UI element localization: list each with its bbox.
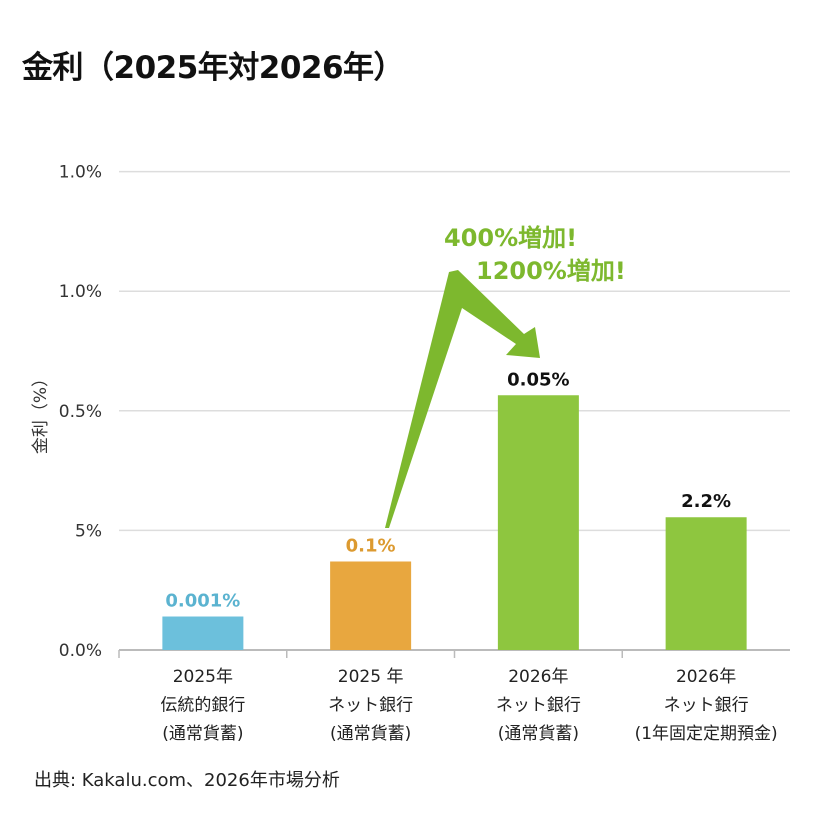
annotation: 400%増加! [444, 224, 577, 252]
bar [497, 395, 579, 650]
x-tick-label: (通常貨蓄) [162, 724, 243, 744]
data-label: 0.05% [507, 369, 569, 390]
y-tick-label: 0.0% [59, 641, 102, 661]
y-tick-label: 0.5% [59, 402, 102, 422]
x-tick-label: (1年固定定期預金) [635, 724, 778, 744]
bar [330, 561, 412, 650]
x-tick-label: ネット銀行 [328, 696, 413, 716]
bar [665, 517, 747, 650]
chart-title: 金利（2025年対2026年） [22, 50, 405, 86]
data-label: 2.2% [681, 491, 731, 512]
y-tick-label: 5% [75, 521, 102, 541]
data-label: 0.001% [165, 591, 240, 612]
y-axis-label: 金利（%） [31, 370, 51, 454]
x-tick-label: (通常貨蓄) [330, 724, 411, 744]
data-label: 0.1% [346, 535, 396, 556]
x-tick-label: 2026年 [508, 667, 568, 687]
annotation: 1200%増加! [476, 257, 626, 285]
x-tick-label: 2025 年 [338, 667, 404, 687]
x-tick-label: 2025年 [173, 667, 233, 687]
source-note: 出典: Kakalu.com、2026年市場分析 [34, 770, 340, 791]
y-tick-label: 1.0% [59, 282, 102, 302]
x-tick-label: ネット銀行 [664, 696, 749, 716]
x-tick-label: 2026年 [676, 667, 736, 687]
y-tick-label: 1.0% [59, 163, 102, 183]
x-tick-label: 伝統的銀行 [160, 696, 245, 716]
x-tick-label: ネット銀行 [496, 696, 581, 716]
x-tick-label: (通常貨蓄) [498, 724, 579, 744]
bar [162, 616, 244, 650]
